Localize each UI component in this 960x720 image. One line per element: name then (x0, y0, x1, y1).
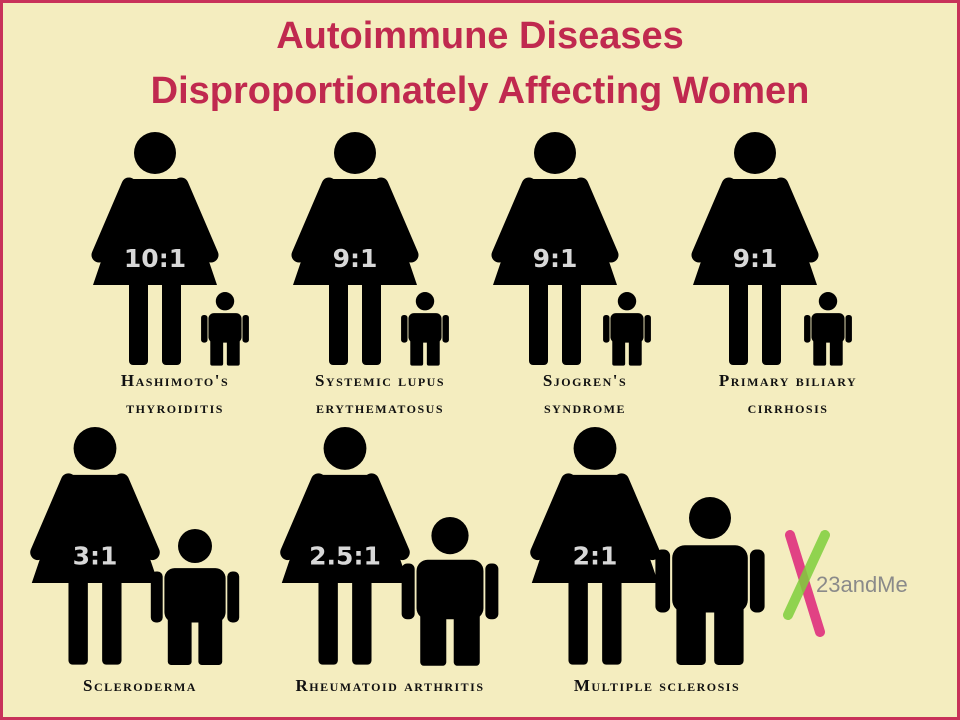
disease-name: syndrome (544, 398, 626, 417)
disease-name: erythematosus (316, 398, 444, 417)
disease-name: Scleroderma (83, 676, 197, 695)
ratio: 9:1 (733, 244, 778, 273)
disease-name: Sjogren's (543, 371, 627, 390)
title: Disproportionately Affecting Women (151, 70, 810, 112)
title: Autoimmune Diseases (276, 15, 684, 57)
disease-name: Rheumatoid arthritis (295, 676, 484, 695)
ratio: 3:1 (73, 542, 118, 571)
disease-name: Hashimoto's (121, 371, 229, 390)
disease-name: Primary biliary (719, 371, 857, 390)
disease-name: Systemic lupus (315, 371, 445, 390)
disease-name: Multiple sclerosis (574, 676, 740, 695)
ratio: 2.5:1 (309, 542, 381, 571)
disease-name: cirrhosis (748, 398, 829, 417)
ratio: 9:1 (333, 244, 378, 273)
ratio: 9:1 (533, 244, 578, 273)
ratio: 10:1 (124, 244, 186, 273)
disease-name: thyroiditis (126, 398, 224, 417)
logo-mark (783, 530, 830, 637)
logo-text: 23andMe (816, 572, 908, 597)
ratio: 2:1 (573, 542, 618, 571)
